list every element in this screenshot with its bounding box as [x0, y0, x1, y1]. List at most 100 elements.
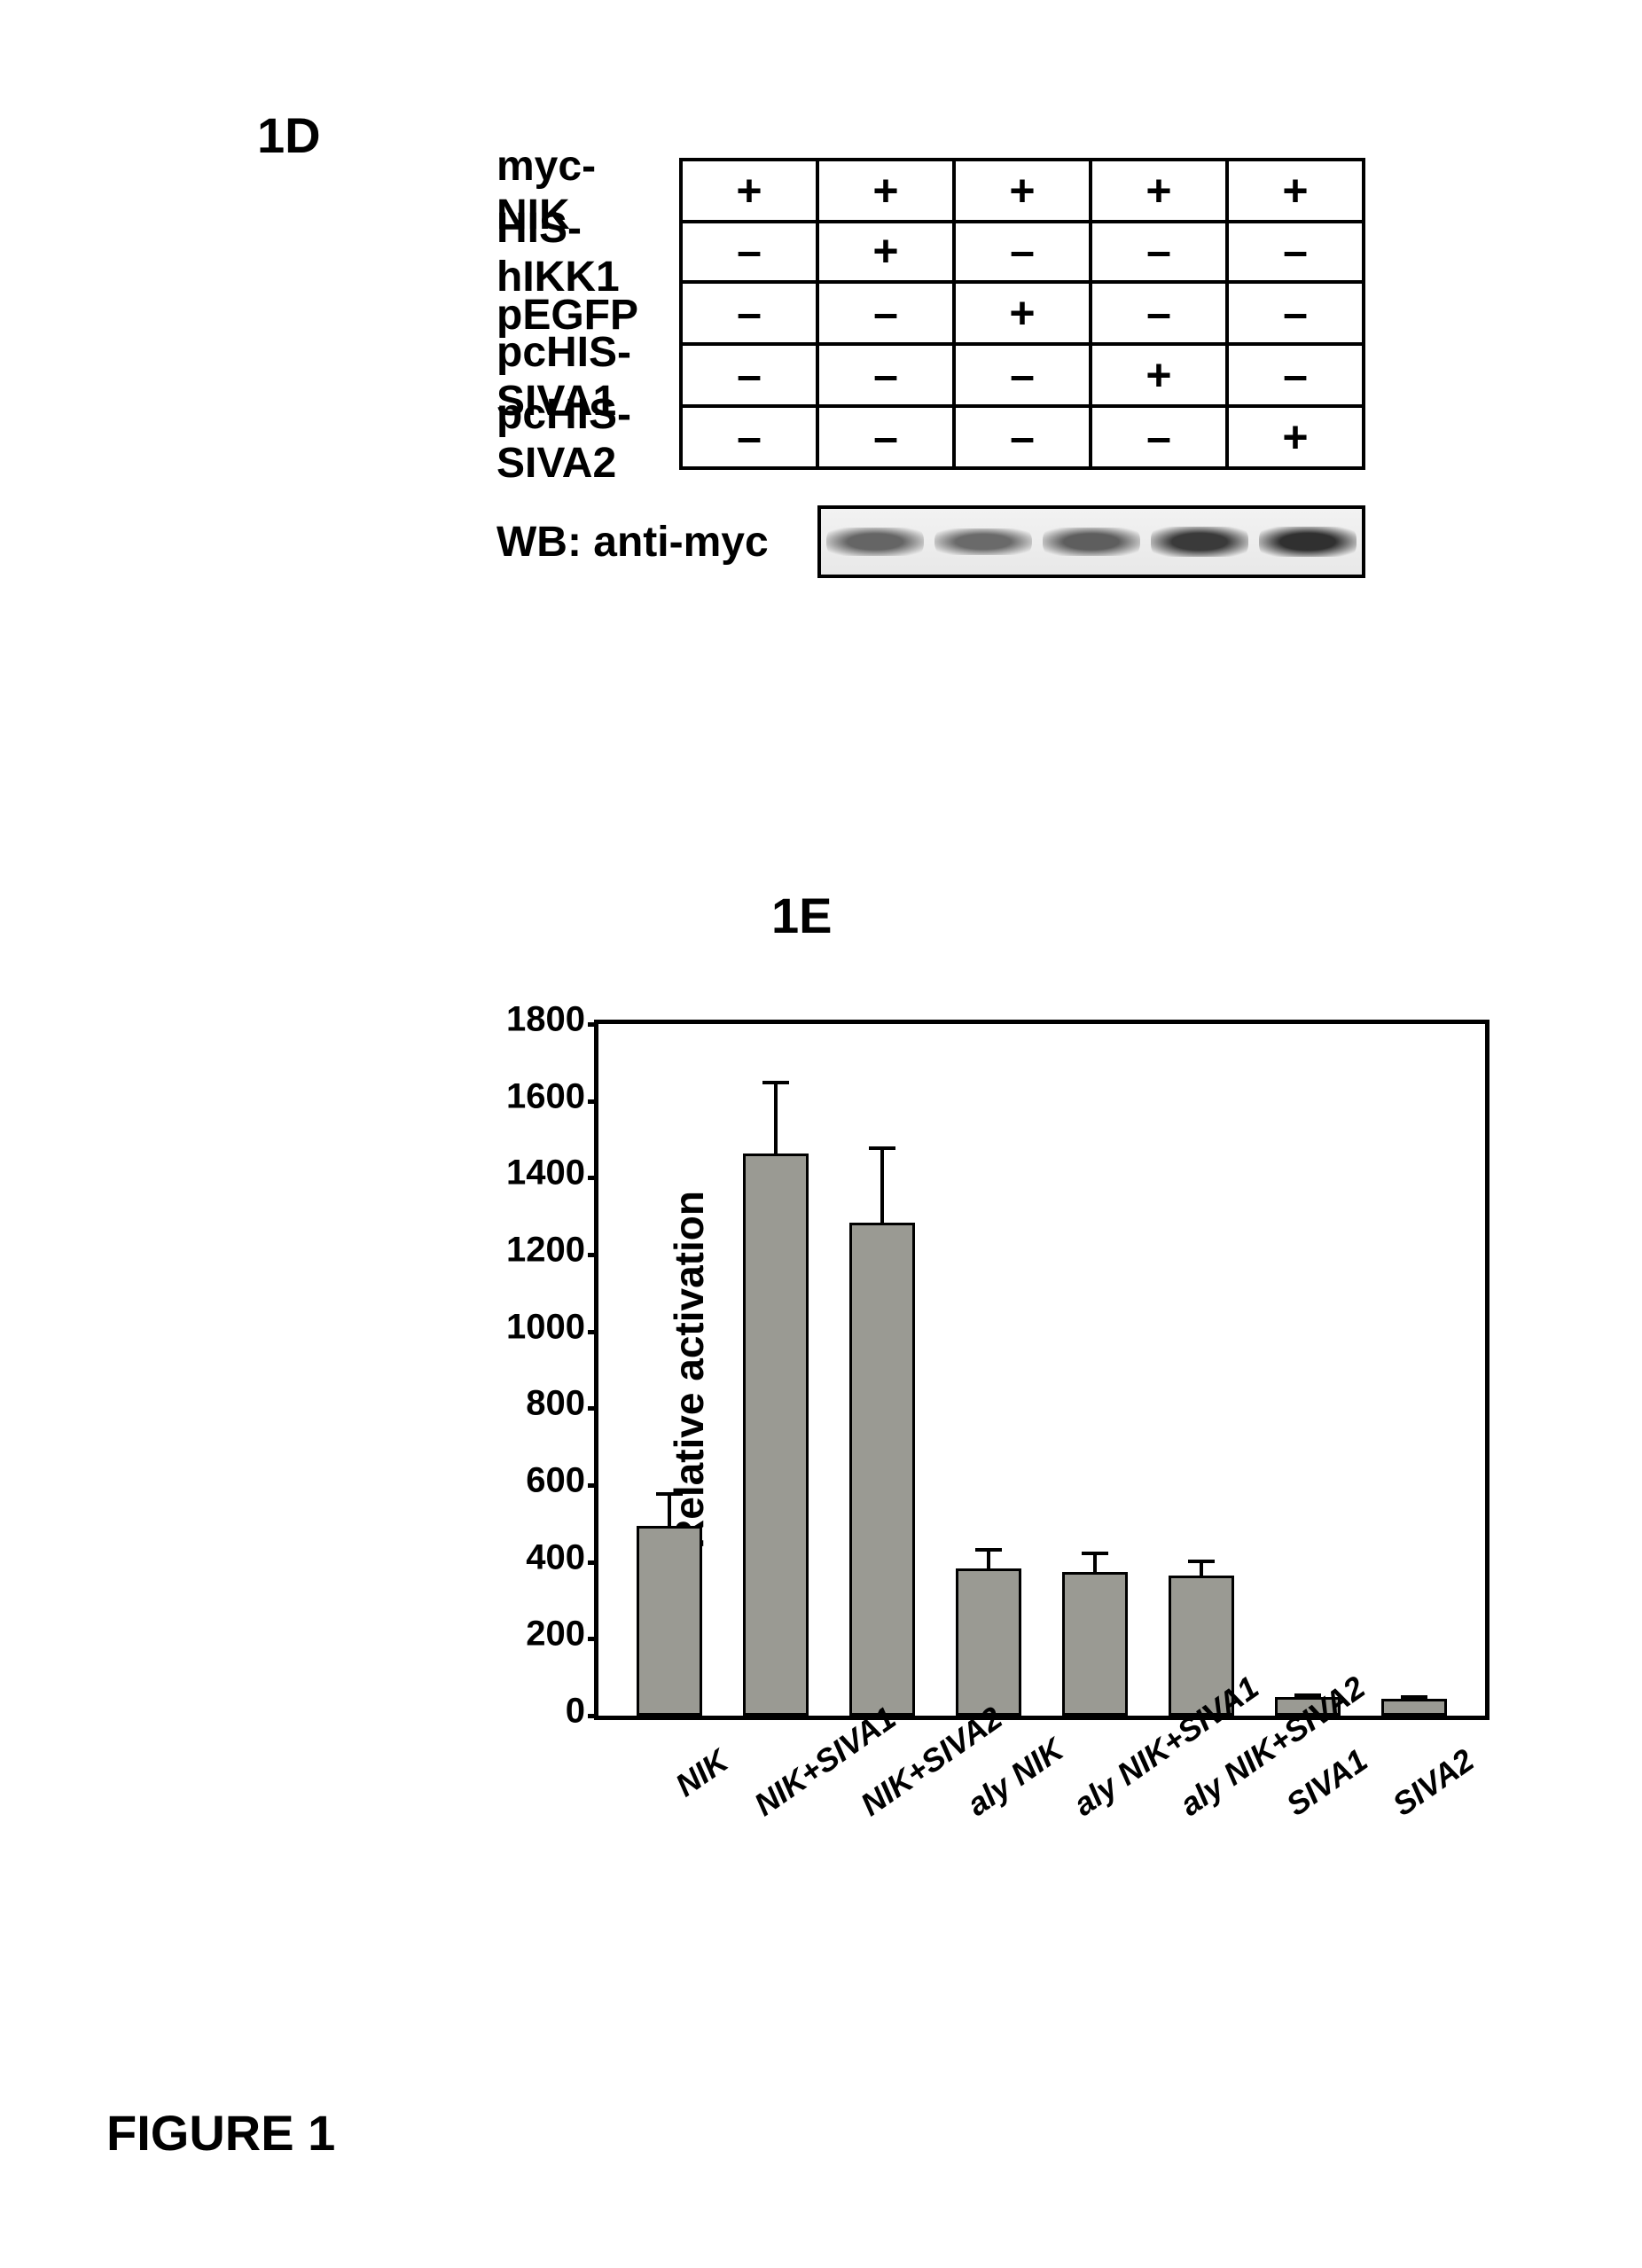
table-cell: –	[1092, 408, 1229, 470]
x-label: SIVA1	[1279, 1742, 1373, 1824]
y-tick	[588, 1330, 598, 1334]
x-label: NIK+SIVA2	[854, 1742, 948, 1824]
bar-group	[731, 1154, 820, 1716]
wb-row: WB: anti-myc	[497, 505, 1365, 578]
table-cell: –	[956, 222, 1092, 284]
table-cell: +	[819, 222, 956, 284]
row-cells: ––––+	[679, 408, 1365, 470]
error-cap	[1082, 1552, 1108, 1555]
error-cap	[1401, 1695, 1427, 1699]
y-tick	[588, 1637, 598, 1641]
panel-1d-label: 1D	[257, 106, 321, 164]
wb-band	[1151, 527, 1248, 557]
panel-1e-label: 1E	[771, 887, 833, 944]
bar-group	[1051, 1572, 1139, 1716]
table-cell: +	[956, 161, 1092, 223]
bar-group	[625, 1526, 714, 1716]
bar	[1381, 1699, 1447, 1716]
table-cell: +	[1229, 408, 1362, 470]
table-cell: –	[1092, 284, 1229, 346]
table-cell: –	[683, 408, 819, 470]
bar	[743, 1154, 809, 1716]
x-label: NIK	[641, 1742, 735, 1824]
error-cap	[1188, 1560, 1215, 1563]
panel-1d-table: myc-NIK+++++HIS-hIKK1–+–––pEGFP––+––pcHI…	[497, 160, 1365, 578]
figure-caption: FIGURE 1	[106, 2104, 335, 2162]
wb-band	[934, 528, 1032, 556]
y-tick-label: 1400	[479, 1154, 585, 1193]
panel-1e-chart: 020040060080010001200140016001800Relativ…	[497, 1020, 1490, 1720]
x-labels: NIKNIK+SIVA1NIK+SIVA2aly NIKaly NIK+SIVA…	[598, 1716, 1485, 1779]
wb-band	[1043, 528, 1140, 556]
bar	[956, 1568, 1021, 1716]
y-tick-label: 800	[479, 1384, 585, 1424]
row-cells: –+–––	[679, 222, 1365, 284]
x-label: SIVA2	[1386, 1742, 1480, 1824]
y-tick	[588, 1483, 598, 1488]
x-label: aly NIK	[960, 1742, 1054, 1824]
table-cell: +	[819, 161, 956, 223]
table-cell: –	[1229, 284, 1362, 346]
error-bar	[668, 1494, 671, 1529]
table-cell: –	[956, 408, 1092, 470]
y-tick	[588, 1560, 598, 1565]
table-cell: +	[956, 284, 1092, 346]
bar-group	[1370, 1699, 1458, 1716]
error-bar	[1093, 1553, 1097, 1575]
y-tick-label: 200	[479, 1615, 585, 1654]
y-tick-label: 1600	[479, 1076, 585, 1116]
y-tick	[588, 1022, 598, 1027]
error-bar	[987, 1550, 990, 1571]
x-label: aly NIK+SIVA1	[1067, 1742, 1161, 1824]
error-bar	[774, 1083, 778, 1155]
error-cap	[869, 1146, 895, 1150]
row-cells: ––+––	[679, 284, 1365, 346]
y-ticks	[588, 1024, 598, 1716]
table-cell: +	[1092, 346, 1229, 408]
y-tick-label: 400	[479, 1537, 585, 1577]
bars-area	[598, 1024, 1485, 1716]
y-tick	[588, 1099, 598, 1104]
table-cell: –	[1229, 222, 1362, 284]
error-cap	[656, 1492, 683, 1496]
bar-group	[944, 1568, 1033, 1716]
table-cell: +	[1229, 161, 1362, 223]
table-cell: –	[819, 284, 956, 346]
y-tick	[588, 1714, 598, 1718]
table-cell: +	[1092, 161, 1229, 223]
error-cap	[762, 1081, 789, 1084]
table-cell: –	[1229, 346, 1362, 408]
row-cells: +++++	[679, 158, 1365, 223]
x-label: NIK+SIVA1	[747, 1742, 841, 1824]
table-cell: –	[1092, 222, 1229, 284]
table-cell: +	[683, 161, 819, 223]
table-cell: –	[956, 346, 1092, 408]
y-tick-label: 1800	[479, 1000, 585, 1040]
bar-group	[838, 1223, 927, 1716]
y-tick	[588, 1406, 598, 1411]
table-cell: –	[683, 284, 819, 346]
error-bar	[880, 1148, 884, 1225]
table-cell: –	[683, 222, 819, 284]
error-cap	[975, 1548, 1002, 1552]
row-label: pcHIS-SIVA2	[497, 390, 679, 488]
wb-band	[1259, 527, 1357, 557]
wb-label: WB: anti-myc	[497, 518, 817, 567]
y-tick-label: 1200	[479, 1231, 585, 1271]
table-row: HIS-hIKK1–+–––	[497, 222, 1365, 284]
table-cell: –	[819, 346, 956, 408]
table-cell: –	[683, 346, 819, 408]
table-cell: –	[819, 408, 956, 470]
x-label: aly NIK+SIVA2	[1173, 1742, 1267, 1824]
y-tick	[588, 1253, 598, 1257]
row-cells: –––+–	[679, 346, 1365, 408]
error-bar	[1200, 1561, 1203, 1579]
y-tick-label: 1000	[479, 1307, 585, 1347]
bar	[637, 1526, 702, 1716]
table-row: pcHIS-SIVA2––––+	[497, 408, 1365, 470]
chart-frame: Relative activationNIKNIK+SIVA1NIK+SIVA2…	[594, 1020, 1490, 1720]
y-tick-label: 0	[479, 1692, 585, 1732]
y-tick-label: 600	[479, 1461, 585, 1501]
bar	[1062, 1572, 1128, 1716]
bar	[849, 1223, 915, 1716]
